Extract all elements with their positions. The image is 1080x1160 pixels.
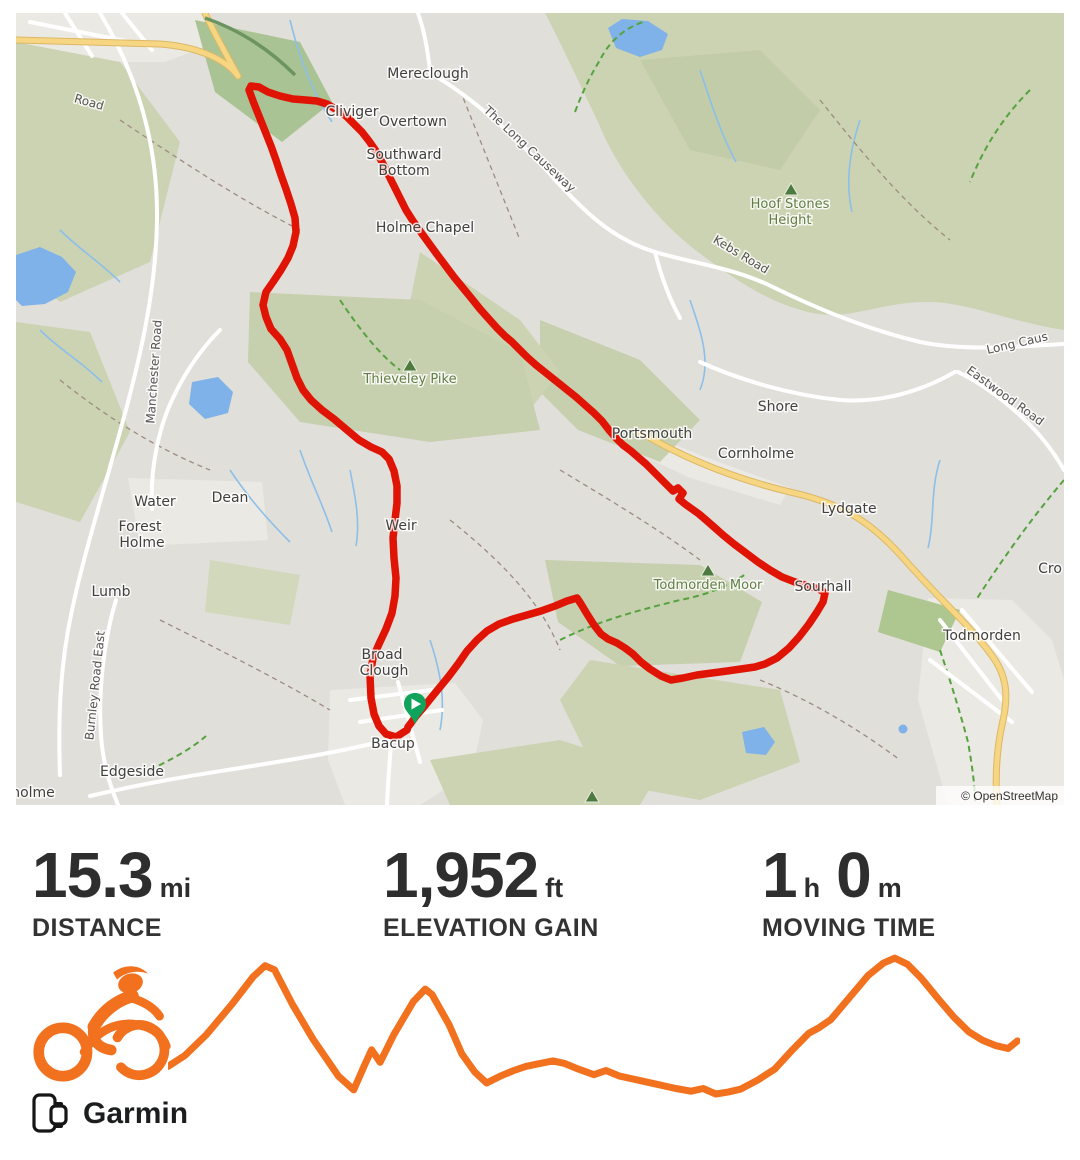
map-label: Overtown <box>379 114 447 130</box>
stat-moving-time: 1 h 0 m MOVING TIME <box>762 838 936 943</box>
start-marker-pin <box>404 693 426 724</box>
map-label: Sourhall <box>794 579 851 595</box>
stat-value: 1,952 ft <box>383 839 564 911</box>
map-roads <box>28 13 1064 805</box>
map-label: Edgeside <box>100 764 164 780</box>
elevation-profile <box>168 954 1020 1098</box>
stat-elevation-gain: 1,952 ft ELEVATION GAIN <box>383 838 599 943</box>
stat-value: 15.3 mi <box>32 839 192 911</box>
peak-icon <box>700 563 716 577</box>
map-label: Bottom <box>378 163 429 179</box>
stat-label: MOVING TIME <box>762 914 936 942</box>
map-label: Southward <box>366 147 441 163</box>
map-streams <box>39 19 941 731</box>
route-line <box>245 82 829 741</box>
map-label: Cliviger <box>326 104 379 120</box>
map-label: Dean <box>212 490 249 506</box>
map-label: Thieveley Pike <box>362 372 456 387</box>
map-label: Lydgate <box>821 501 876 517</box>
cyclist-icon <box>30 958 175 1086</box>
stat-label: ELEVATION GAIN <box>383 914 599 942</box>
brand-label: Garmin <box>83 1097 189 1130</box>
brand-row: Garmin <box>30 1090 188 1138</box>
peak-icon <box>783 182 799 196</box>
stat-label: DISTANCE <box>32 914 162 942</box>
map-label: Broad <box>361 647 402 663</box>
peak-icon <box>584 789 600 803</box>
map-label: Lumb <box>92 584 131 600</box>
map-label: Hoof Stones <box>751 197 830 212</box>
map-green-areas <box>16 13 1064 805</box>
elevation-line <box>168 954 1020 1098</box>
map-label: Bacup <box>371 736 415 752</box>
stat-distance: 15.3 mi DISTANCE <box>32 838 191 943</box>
map-label: Holme <box>119 535 164 551</box>
map-label: Clough <box>360 663 409 679</box>
map-label: holme <box>16 785 55 801</box>
map-label: Todmorden Moor <box>653 578 763 593</box>
stats-row: 15.3 mi DISTANCE 1,952 ft ELEVATION GAIN 1 h 0 m M… <box>0 838 1080 942</box>
map-label: Weir <box>385 518 417 534</box>
map-label: Cro <box>1038 561 1062 577</box>
map-label: Water <box>134 494 176 510</box>
map-treeline <box>204 16 297 77</box>
map-label: Mereclough <box>387 66 469 82</box>
map-label: Shore <box>758 399 798 415</box>
garmin-device-icon <box>32 1093 68 1133</box>
map-label: Cornholme <box>718 446 794 462</box>
map-label: Forest <box>119 519 162 535</box>
map-attribution[interactable]: © OpenStreetMap <box>961 789 1058 803</box>
peak-icon <box>402 358 418 372</box>
map-label: Todmorden <box>942 628 1021 644</box>
map-primary-roads <box>16 13 1010 805</box>
map-label: Height <box>769 213 812 228</box>
map-label: Holme Chapel <box>376 220 474 236</box>
route-map[interactable]: Road Manchester Road Mereclough Overtown Cli… <box>16 13 1064 805</box>
map-water <box>16 19 908 755</box>
map-label: Portsmouth <box>612 426 693 442</box>
map-tracks <box>59 89 951 761</box>
